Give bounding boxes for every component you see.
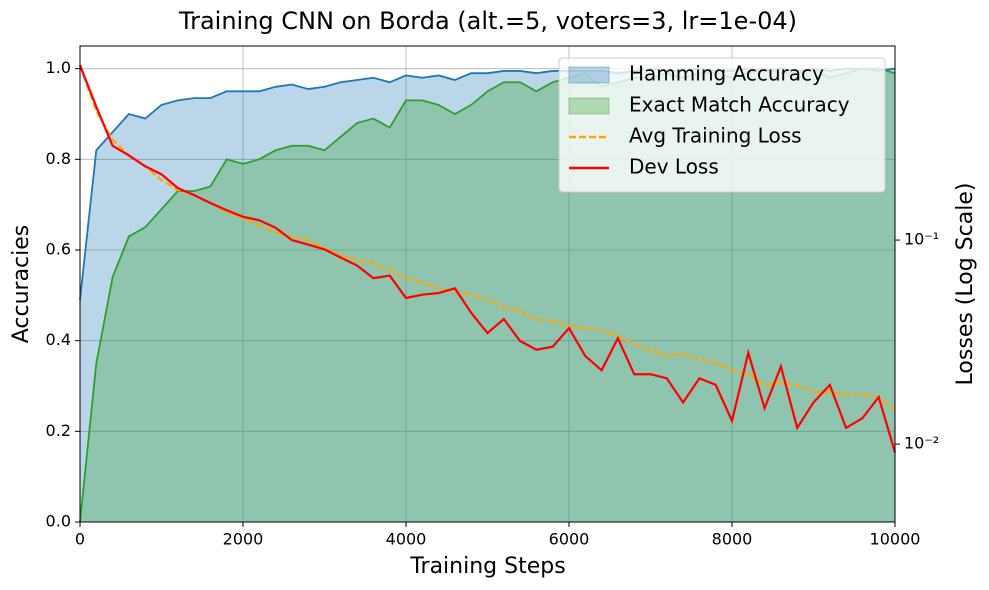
- y2-tick-label: 10⁻¹: [904, 230, 939, 249]
- plot-frame: [79, 45, 896, 523]
- x-tick-label: 4000: [386, 530, 427, 549]
- x-axis-label: Training Steps: [409, 554, 565, 579]
- x-tick-label: 0: [75, 530, 85, 549]
- legend-label: Hamming Accuracy: [629, 62, 824, 86]
- y-tick-label: 0.4: [46, 330, 71, 349]
- y2-tick-label: 10⁻²: [904, 434, 939, 453]
- y-tick-label: 1.0: [46, 58, 71, 77]
- legend-label: Avg Training Loss: [629, 124, 802, 148]
- y-tick-label: 0.2: [46, 421, 71, 440]
- chart-title: Training CNN on Borda (alt.=5, voters=3,…: [178, 7, 797, 35]
- loss-line: [78, 64, 897, 453]
- legend-label: Dev Loss: [629, 155, 719, 179]
- y-tick-label: 0.6: [46, 240, 71, 259]
- legend-swatch: [568, 66, 610, 84]
- legend-label: Exact Match Accuracy: [629, 93, 850, 117]
- y-tick-label: 0.0: [46, 512, 71, 531]
- legend: Hamming Accuracy Exact Match Accuracy Avg …: [558, 57, 886, 193]
- y-tick-label: 0.8: [46, 149, 71, 168]
- x-tick-label: 8000: [712, 530, 753, 549]
- legend-box: [558, 57, 886, 193]
- x-tick-label: 2000: [223, 530, 264, 549]
- y-axis-label: Accuracies: [9, 225, 34, 344]
- y2-axis-label: Losses (Log Scale): [953, 183, 978, 386]
- x-tick-label: 10000: [870, 530, 921, 549]
- legend-swatch: [568, 97, 610, 115]
- x-tick-label: 6000: [549, 530, 590, 549]
